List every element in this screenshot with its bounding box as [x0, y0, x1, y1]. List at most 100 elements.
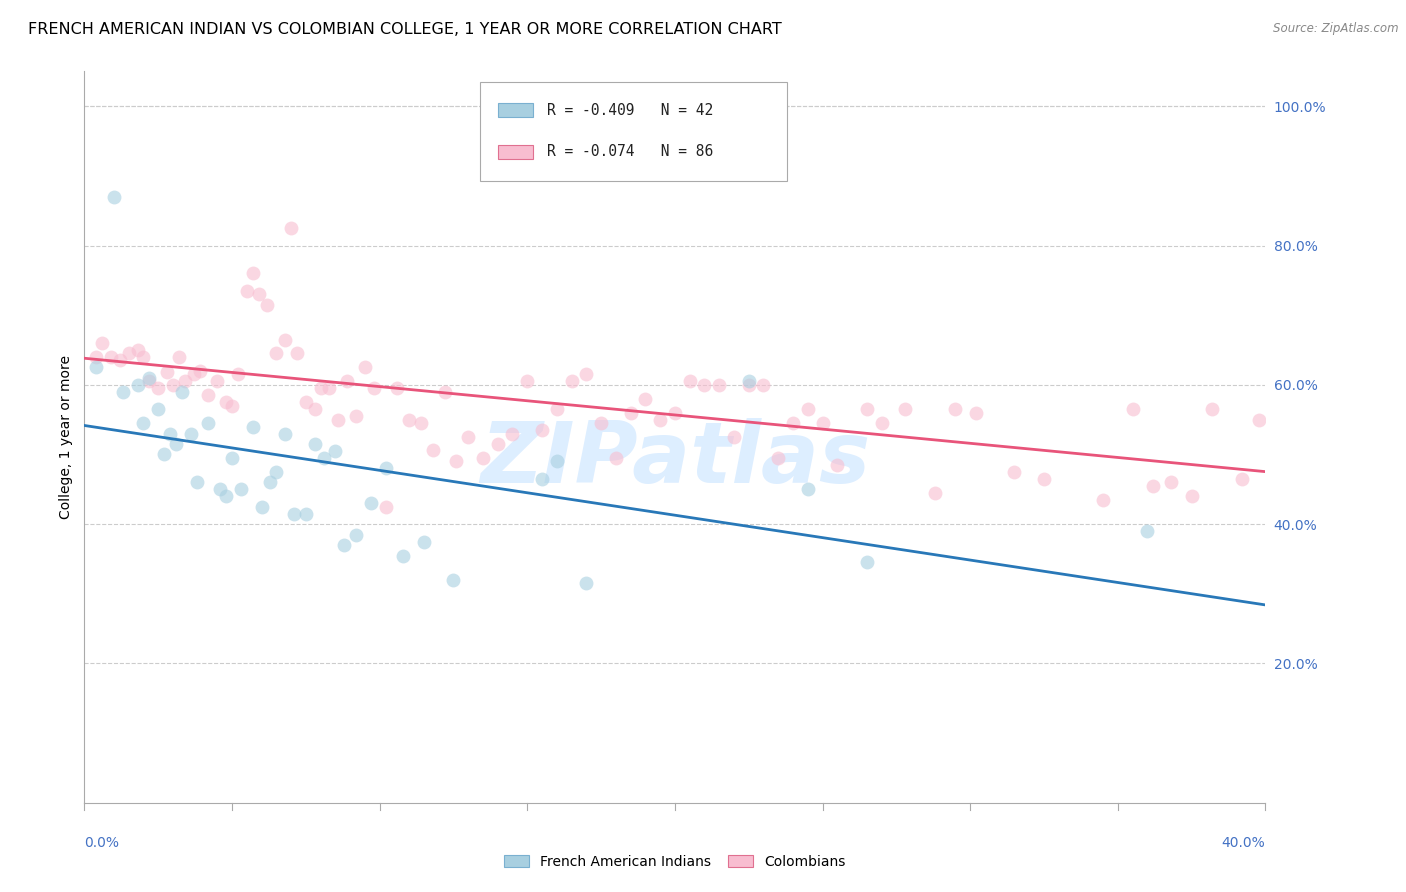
Point: [162, 377, 184, 392]
Text: 0.0%: 0.0%: [84, 836, 120, 850]
Point: [446, 454, 468, 468]
Point: [336, 375, 359, 389]
Point: [309, 381, 332, 395]
Point: [1004, 465, 1026, 479]
Point: [945, 402, 967, 417]
Point: [84, 360, 107, 375]
Point: [709, 377, 731, 392]
Point: [965, 406, 987, 420]
Point: [111, 384, 134, 399]
Text: R = -0.074   N = 86: R = -0.074 N = 86: [547, 145, 714, 160]
Point: [280, 221, 302, 235]
Point: [180, 426, 202, 441]
Point: [1032, 472, 1054, 486]
Point: [183, 368, 205, 382]
Text: Source: ZipAtlas.com: Source: ZipAtlas.com: [1274, 22, 1399, 36]
Point: [591, 416, 613, 430]
Point: [247, 287, 270, 301]
Bar: [498, 103, 533, 118]
Point: [148, 381, 170, 395]
Point: [924, 485, 946, 500]
Point: [132, 416, 155, 430]
Point: [723, 430, 745, 444]
Point: [274, 333, 297, 347]
Point: [127, 377, 149, 392]
Point: [398, 412, 420, 426]
Point: [387, 381, 409, 395]
Point: [811, 416, 834, 430]
Point: [159, 426, 181, 441]
Point: [575, 368, 598, 382]
Point: [226, 368, 249, 382]
Point: [250, 500, 273, 514]
Point: [827, 458, 849, 472]
Point: [374, 461, 396, 475]
Point: [796, 483, 818, 497]
Point: [768, 450, 790, 465]
Point: [1091, 492, 1114, 507]
Point: [738, 377, 761, 392]
Point: [333, 538, 356, 552]
Point: [221, 399, 243, 413]
Point: [374, 500, 396, 514]
Point: [205, 375, 228, 389]
Point: [1160, 475, 1182, 490]
Point: [360, 496, 382, 510]
Point: [1230, 472, 1253, 486]
Point: [127, 343, 149, 357]
Point: [173, 375, 195, 389]
Point: [138, 375, 160, 389]
Point: [392, 549, 415, 563]
Point: [156, 365, 179, 379]
Point: [413, 534, 436, 549]
Point: [363, 381, 385, 395]
Point: [575, 576, 598, 591]
Point: [285, 346, 308, 360]
Point: [422, 443, 444, 458]
Point: [693, 377, 716, 392]
Point: [84, 350, 107, 364]
Point: [678, 375, 700, 389]
Point: [283, 507, 305, 521]
Point: [274, 426, 297, 441]
Point: [796, 402, 818, 417]
Point: [546, 454, 568, 468]
Point: [516, 375, 538, 389]
Point: [259, 475, 281, 490]
Point: [215, 395, 238, 409]
Point: [318, 381, 340, 395]
Point: [167, 350, 190, 364]
Point: [664, 406, 686, 420]
Text: ZIPatlas: ZIPatlas: [479, 417, 870, 500]
Point: [197, 388, 219, 402]
Point: [108, 353, 131, 368]
Point: [264, 465, 288, 479]
Point: [118, 346, 141, 360]
Point: [433, 384, 456, 399]
FancyBboxPatch shape: [479, 82, 787, 181]
Point: [894, 402, 917, 417]
Text: 40.0%: 40.0%: [1222, 836, 1265, 850]
Point: [188, 364, 211, 378]
Point: [782, 416, 804, 430]
Point: [501, 426, 523, 441]
Point: [1180, 489, 1202, 503]
Point: [486, 437, 509, 451]
Point: [1122, 402, 1144, 417]
Point: [170, 384, 193, 399]
Point: [1142, 479, 1164, 493]
Point: [870, 416, 893, 430]
Point: [855, 556, 877, 570]
Point: [1249, 412, 1271, 426]
Point: [855, 402, 877, 417]
Point: [323, 444, 347, 458]
Point: [738, 375, 761, 389]
Point: [221, 450, 243, 465]
Point: [91, 336, 114, 351]
Point: [100, 350, 122, 364]
Point: [197, 416, 219, 430]
Point: [304, 437, 326, 451]
Point: [312, 450, 335, 465]
Bar: [498, 145, 533, 159]
Point: [648, 412, 672, 426]
